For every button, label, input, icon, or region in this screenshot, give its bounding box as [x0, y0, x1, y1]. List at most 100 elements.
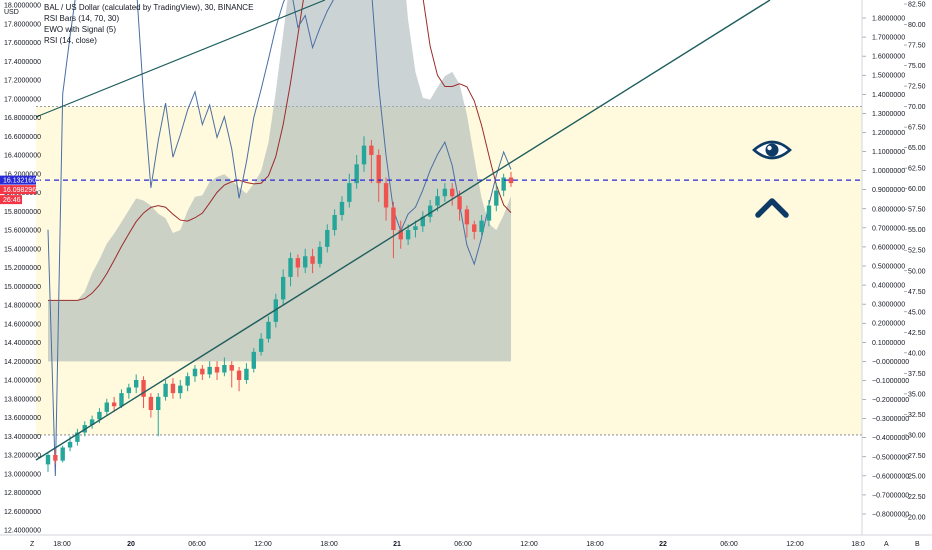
main-trendline[interactable]	[35, 0, 771, 461]
rsi-tick: 52.50	[908, 248, 926, 255]
ewo-axis[interactable]: 1.8000000 1.7000000 1.6000000 1.5000000 1.40…	[862, 16, 909, 519]
candle[interactable]	[141, 380, 146, 397]
chevron-up-icon[interactable]	[755, 198, 789, 218]
time-tick: 12:00	[520, 541, 538, 548]
candle[interactable]	[273, 299, 279, 322]
price-axis[interactable]: 18.0000000 17.8000000 17.6000000 17.4000000…	[4, 3, 41, 535]
rsi-tick: 22.50	[908, 494, 926, 501]
candle[interactable]	[464, 209, 470, 225]
candle[interactable]	[339, 201, 345, 215]
candle[interactable]	[508, 177, 514, 184]
candle[interactable]	[325, 230, 330, 247]
candle[interactable]	[303, 256, 308, 268]
time-axis[interactable]: 18:00 20 06:00 12:00 18:00 21 06:00 12:00 18:00 2…	[53, 541, 865, 548]
candle[interactable]	[119, 393, 124, 407]
candle[interactable]	[178, 385, 183, 394]
candle[interactable]	[45, 455, 51, 465]
candle[interactable]	[450, 188, 455, 197]
candle[interactable]	[457, 196, 462, 210]
price-tick: 13.2000000	[4, 453, 41, 460]
candle[interactable]	[472, 224, 477, 232]
price-tick: 17.8000000	[4, 21, 41, 28]
candle[interactable]	[354, 164, 359, 184]
rsi-tick: 82.50	[908, 2, 926, 9]
candle[interactable]	[413, 226, 418, 230]
countdown-label: 26:46	[3, 197, 21, 204]
ewo-tick: 0.5000000	[872, 264, 905, 271]
time-tick: 18:00	[320, 541, 338, 548]
candle[interactable]	[244, 368, 249, 380]
candle[interactable]	[67, 441, 73, 448]
candle[interactable]	[310, 256, 315, 264]
candle[interactable]	[75, 432, 80, 442]
candle[interactable]	[288, 258, 293, 277]
candle[interactable]	[126, 387, 132, 394]
candle[interactable]	[479, 220, 484, 232]
candle[interactable]	[391, 207, 396, 231]
candle[interactable]	[486, 205, 492, 221]
footer-left[interactable]: Z	[30, 541, 35, 548]
candle[interactable]	[185, 376, 190, 386]
candle[interactable]	[222, 365, 227, 373]
candle[interactable]	[420, 216, 426, 227]
candle[interactable]	[192, 368, 198, 377]
ewo-tick: −0.7000000	[872, 492, 909, 499]
candle[interactable]	[435, 196, 440, 206]
candle[interactable]	[347, 183, 352, 202]
candle[interactable]	[383, 183, 389, 208]
time-tick: 20	[127, 541, 135, 548]
candle[interactable]	[398, 230, 403, 240]
rsi-axis[interactable]: 82.50 80.00 77.50 75.00 72.50 70.00 67.50 65.00…	[904, 2, 926, 522]
candle[interactable]	[53, 455, 58, 461]
candle[interactable]	[258, 338, 264, 352]
candle[interactable]	[111, 402, 117, 407]
countdown-tag: 26:46	[0, 195, 22, 205]
candle[interactable]	[148, 396, 154, 410]
time-tick: 06:00	[454, 541, 472, 548]
candle[interactable]	[494, 190, 499, 206]
candle[interactable]	[97, 411, 102, 420]
candle[interactable]	[405, 230, 411, 240]
candle[interactable]	[501, 177, 506, 191]
price-tick: 15.4000000	[4, 246, 41, 253]
price-tick: 17.0000000	[4, 96, 41, 103]
candle[interactable]	[163, 383, 168, 397]
candle[interactable]	[280, 276, 286, 300]
candle[interactable]	[266, 321, 271, 339]
candle[interactable]	[295, 258, 301, 268]
candle[interactable]	[376, 155, 381, 184]
price-tick: 12.6000000	[4, 509, 41, 516]
time-tick: 18:00	[53, 541, 71, 548]
candle[interactable]	[133, 380, 139, 388]
candle[interactable]	[200, 368, 205, 375]
time-axis-bg	[0, 536, 932, 550]
candle[interactable]	[236, 370, 242, 380]
candle[interactable]	[361, 145, 367, 165]
candle[interactable]	[317, 246, 323, 264]
candle[interactable]	[156, 396, 161, 410]
candle[interactable]	[60, 447, 65, 461]
candle[interactable]	[229, 365, 234, 371]
footer-b[interactable]: B	[915, 541, 920, 548]
candle[interactable]	[251, 351, 256, 369]
price-tick: 13.0000000	[4, 471, 41, 478]
candle[interactable]	[170, 383, 176, 394]
candle[interactable]	[207, 366, 212, 375]
footer-auto[interactable]: A	[884, 541, 889, 548]
candle[interactable]	[332, 215, 337, 230]
price-tick: 13.8000000	[4, 396, 41, 403]
time-tick: 18:0	[851, 541, 865, 548]
ewo-tick: 0.3000000	[872, 302, 905, 309]
rsi-tick: 70.00	[908, 104, 926, 111]
rsi-line-layer	[47, 0, 512, 476]
candle[interactable]	[104, 402, 109, 412]
price-tick: 12.8000000	[4, 490, 41, 497]
upper-trendline[interactable]	[35, 0, 326, 118]
eye-icon[interactable]	[752, 140, 792, 160]
candle[interactable]	[214, 366, 220, 373]
candle[interactable]	[442, 188, 448, 197]
ewo-tick: 0.6000000	[872, 244, 905, 251]
candle[interactable]	[369, 145, 374, 155]
candle[interactable]	[89, 419, 95, 425]
candle[interactable]	[427, 205, 433, 217]
